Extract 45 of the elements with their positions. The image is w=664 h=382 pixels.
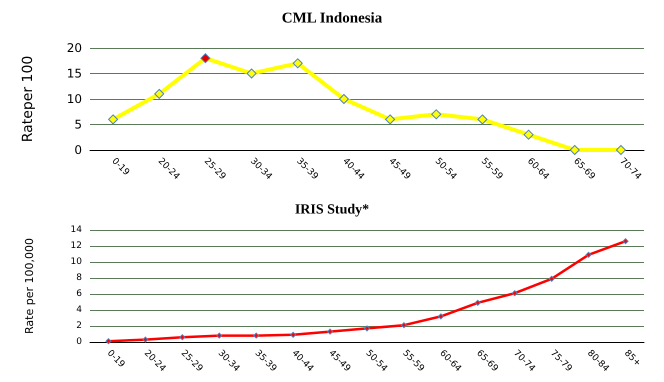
y-tick-label: 4 [76,305,82,315]
point [179,334,186,340]
point [364,325,370,332]
y-tick-label: 0 [76,337,82,347]
point [253,332,260,339]
point [108,114,118,124]
point [385,114,396,124]
y-tick-label: 20 [66,41,82,55]
y-tick-label: 10 [70,257,82,267]
chart-title: CML Indonesia [282,10,383,26]
point [548,276,555,282]
point [200,53,210,64]
point [142,336,148,343]
point [327,328,334,335]
y-tick-label: 14 [70,225,82,235]
y-axis-title: Rateper 100 [20,56,36,142]
y-tick-label: 0 [74,143,82,157]
point [474,300,481,306]
y-axis-title: Rate per 100,000 [23,238,36,334]
point [524,130,534,140]
chart-title: IRIS Study* [294,202,370,218]
point [438,313,444,320]
point [246,68,257,78]
point [570,145,580,155]
y-tick-label: 5 [74,118,82,132]
x-tick-label: 85+ [622,348,642,369]
point [431,109,442,120]
point [622,238,629,244]
point [154,88,164,99]
point [292,58,303,68]
point [512,290,518,296]
point [586,252,592,258]
y-tick-label: 8 [76,273,82,283]
y-tick-label: 2 [76,321,82,331]
y-tick-label: 10 [66,92,82,106]
y-tick-label: 15 [66,66,82,80]
point [400,322,407,328]
point [216,332,222,339]
point [338,94,349,104]
point [477,114,488,124]
y-tick-label: 6 [76,289,82,299]
point [105,338,112,344]
y-tick-label: 12 [70,241,82,251]
point [616,145,626,155]
point [290,332,296,338]
